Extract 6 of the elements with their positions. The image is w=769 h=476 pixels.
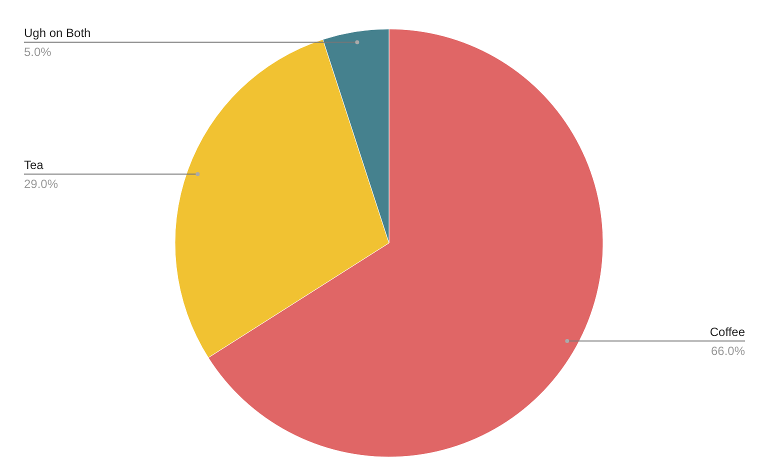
- data-label: 5.0%: [24, 45, 52, 60]
- slice-label: Tea: [24, 158, 44, 172]
- data-label: 66.0%: [710, 344, 746, 358]
- slice-label: Coffee: [710, 324, 746, 339]
- data-label: 29.0%: [24, 177, 58, 192]
- slice-label: Ugh on Both: [24, 26, 91, 40]
